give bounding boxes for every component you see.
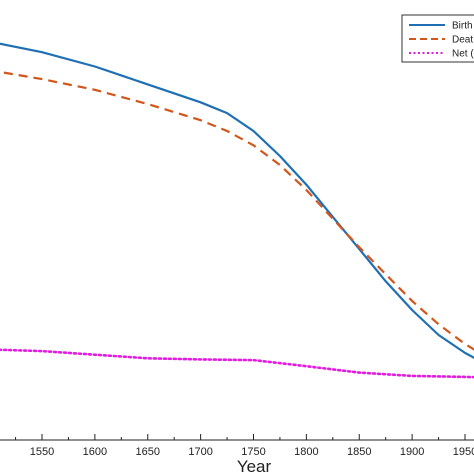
series-line-0 [0,42,474,360]
series-line-1 [0,70,474,351]
x-tick-label: 1700 [188,446,212,458]
x-tick-label: 1550 [30,446,54,458]
axes [0,434,474,441]
x-tick-label: 1650 [136,446,160,458]
legend-label-0: Birth [452,21,473,32]
series-layer [0,42,474,379]
legend-label-1: Deat [452,35,473,46]
x-tick-label: 1900 [400,446,424,458]
x-tick-label: 1800 [294,446,318,458]
x-tick-label: 1950 [453,446,474,458]
x-tick-label: 1850 [347,446,371,458]
x-axis-title: Year [237,457,272,474]
legend-label-2: Net ( [452,49,474,60]
series-line-2 [0,348,474,379]
x-tick-labels: 1550 1600 1650 1700 1750 1800 1850 1900 1950 [30,446,474,458]
legend: Birth Deat Net ( [401,14,474,63]
x-tick-label: 1600 [83,446,107,458]
x-tick-label: 1750 [241,446,265,458]
